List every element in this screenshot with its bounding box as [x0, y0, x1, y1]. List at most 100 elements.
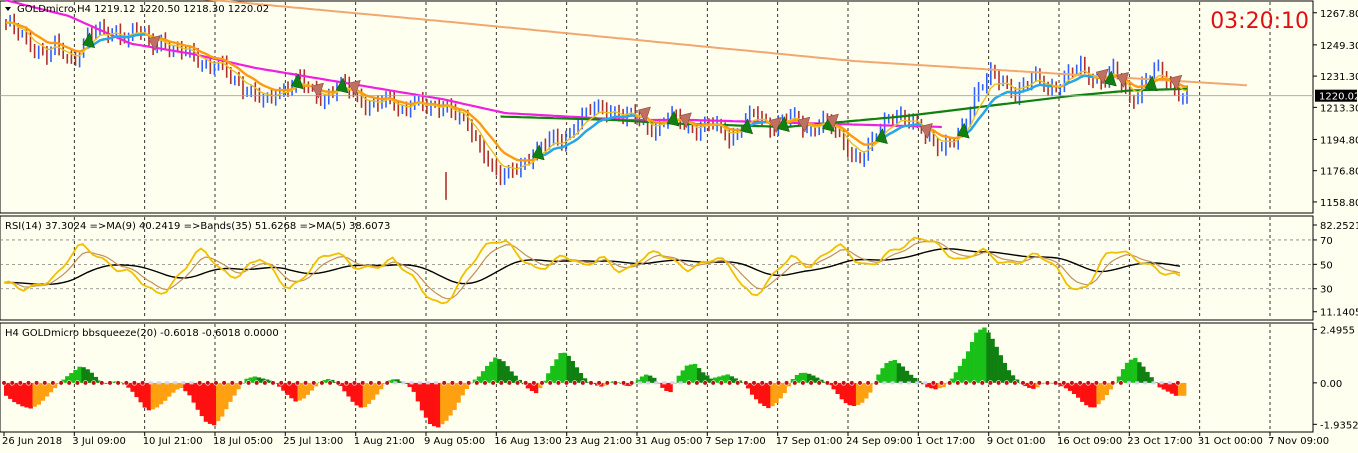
squeeze-dot [205, 380, 211, 386]
squeeze-dot [278, 380, 284, 386]
squeeze-dot [466, 380, 472, 386]
squeeze-dot [800, 380, 806, 386]
bbsqueeze-bar [163, 382, 168, 401]
squeeze-dash [189, 381, 194, 385]
time-axis-label: 1 Aug 21:00 [354, 436, 415, 447]
bbsqueeze-bar [427, 382, 433, 424]
rsi-axis-label: 30 [1320, 285, 1333, 296]
bbsqueeze-bar [701, 372, 706, 383]
squeeze-dot [42, 380, 48, 386]
bbsqueeze-bar [24, 382, 29, 408]
squeeze-dot [449, 380, 456, 386]
bbsqueeze-bar [851, 382, 857, 406]
bbsqueeze-bar [44, 382, 50, 397]
current-price-label: 1220.02 [1319, 92, 1358, 103]
bbsqueeze-bar [28, 382, 33, 409]
bbsqueeze-bar [460, 382, 465, 396]
bbsqueeze-bar [1006, 370, 1012, 383]
squeeze-dot [506, 380, 513, 386]
bbsqueeze-bar [509, 371, 514, 383]
time-axis: 26 Jun 2018 3 Jul 09:00 10 Jul 21:00 18 Jul… [2, 432, 1329, 447]
rsi-axis-label: 50 [1320, 260, 1333, 271]
bbsqueeze-bar [293, 382, 298, 402]
bbsqueeze-bar [309, 382, 315, 391]
bbsqueeze-bar [538, 382, 543, 389]
squeeze-dash [401, 381, 406, 385]
bbsqueeze-bar [236, 382, 241, 390]
bbsqueeze-bar [342, 382, 347, 392]
price-axis-label: 1249.30 [1320, 41, 1358, 52]
bbsqueeze-bar [790, 379, 796, 383]
bbsqueeze-bar [957, 366, 963, 383]
time-axis-label: 10 Jul 21:00 [143, 436, 203, 447]
squeeze-dash [181, 381, 186, 385]
bbsqueeze-bar [203, 382, 209, 422]
bbsqueeze-bar [81, 367, 86, 383]
squeeze-dot [343, 380, 350, 386]
bbsqueeze-axis-label: -1.9352 [1320, 420, 1358, 431]
squeeze-dash [637, 381, 642, 385]
squeeze-dash [646, 381, 651, 385]
bbsqueeze-bar [8, 382, 13, 399]
squeeze-dot [286, 380, 292, 386]
bbsqueeze-bar [696, 368, 702, 383]
squeeze-dot [1012, 380, 1018, 386]
bbsqueeze-bar [811, 375, 816, 383]
bbsqueeze-bar [85, 369, 90, 383]
bbsqueeze-bar [933, 382, 938, 390]
squeeze-dot [25, 380, 32, 386]
bbsqueeze-bar [1141, 366, 1146, 383]
bbsqueeze-bar [904, 370, 910, 383]
vertical-grid [73, 2, 1271, 431]
bbsqueeze-bar [1104, 382, 1109, 396]
bbsqueeze-bar [326, 379, 331, 383]
bbsqueeze-bar [224, 382, 229, 410]
bbsqueeze-bar [1137, 362, 1142, 383]
bbsqueeze-bar [835, 382, 840, 394]
bbsqueeze-bar [855, 382, 861, 405]
bbsqueeze-bar [884, 363, 889, 383]
squeeze-dash [173, 381, 178, 385]
squeeze-dash [906, 381, 911, 385]
bbsqueeze-bar [513, 375, 518, 383]
buy-arrow-icon [666, 110, 680, 127]
squeeze-dash [882, 381, 887, 385]
bbsqueeze-bar [40, 382, 46, 401]
bbsqueeze-bar [93, 376, 99, 383]
bbsqueeze-bar [1116, 376, 1122, 383]
time-axis-label: 31 Oct 00:00 [1198, 436, 1263, 447]
bbsqueeze-bar [244, 378, 249, 383]
buy-arrow-icon [531, 144, 545, 161]
bbsqueeze-bar [705, 375, 710, 383]
bbsqueeze-bar [142, 382, 147, 408]
bbsqueeze-bar [52, 382, 58, 389]
squeeze-dash [923, 381, 928, 385]
squeeze-dot [629, 380, 635, 386]
squeeze-dot [563, 380, 570, 386]
price-series [5, 0, 1248, 200]
bbsqueeze-bar [216, 382, 221, 421]
squeeze-dot [376, 380, 382, 386]
bbsqueeze-bar [802, 372, 808, 383]
sell-arrow-icon [797, 116, 811, 133]
squeeze-dot [1020, 380, 1026, 386]
squeeze-dash [417, 381, 422, 385]
collapse-triangle-icon[interactable] [5, 7, 11, 11]
bbsqueeze-bar [199, 382, 205, 417]
squeeze-dot [873, 380, 879, 386]
bbsqueeze-bar [73, 369, 78, 383]
bbsqueeze-bar [1129, 359, 1134, 383]
squeeze-dot [743, 380, 749, 386]
bbsqueeze-bar [623, 382, 628, 386]
bbsqueeze-bar [89, 372, 94, 383]
squeeze-dash [1127, 381, 1132, 385]
bbsqueeze-bar [709, 378, 714, 383]
bbsqueeze-bar [1124, 362, 1130, 383]
bbsqueeze-bar [721, 375, 726, 383]
bbsqueeze-bar [990, 338, 995, 383]
squeeze-dash [915, 381, 920, 385]
bbsqueeze-bar [860, 382, 865, 403]
bbsqueeze-bar [660, 382, 665, 388]
squeeze-dot [123, 380, 129, 386]
bbsqueeze-bar [876, 374, 881, 383]
